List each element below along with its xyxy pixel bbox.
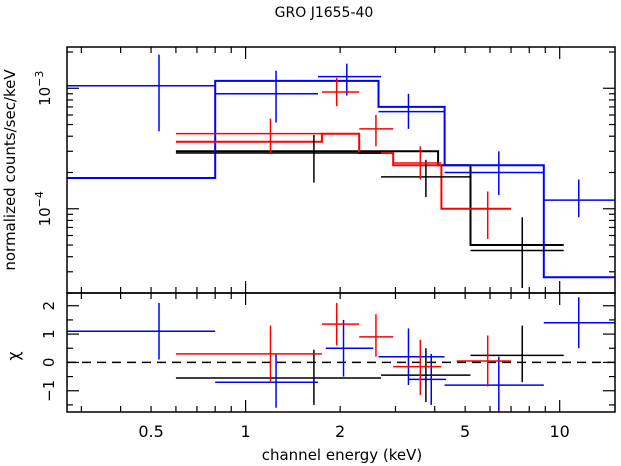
- spectrum-y-tick-label-0: 10−3: [33, 71, 54, 106]
- residual-plot-frame: [66, 292, 616, 413]
- x-tick-label-2: 2: [335, 422, 345, 441]
- spectrum-plot-frame: [66, 46, 616, 294]
- residual-y-tick-label-0: −1: [40, 380, 58, 402]
- residual-marks: [67, 297, 615, 412]
- spectrum-marks: [67, 54, 615, 289]
- residual-axes: 0.5 1 2 5 10 −1 0 1 2: [40, 293, 615, 441]
- residual-y-tick-label-3: 2: [40, 301, 58, 311]
- spectrum-y-axis-label: normalized counts/sec/keV: [1, 69, 19, 271]
- x-axis-label: channel energy (keV): [262, 446, 423, 464]
- spectrum-panel: 10−3 10−4 normalized counts/sec/keV: [1, 46, 616, 294]
- model-step-line-0: [67, 79, 615, 279]
- spectrum-axes: 10−3 10−4: [33, 47, 615, 294]
- residual-y-tick-label-2: 1: [40, 329, 58, 339]
- x-tick-label-3: 5: [460, 422, 470, 441]
- residual-panel: 0.5 1 2 5 10 −1 0 1 2 χ channel energy (keV): [4, 292, 616, 464]
- model-step-line-1: [175, 132, 511, 210]
- x-tick-label-4: 10: [550, 422, 570, 441]
- residual-y-axis-label: χ: [4, 351, 23, 360]
- x-tick-label-1: 1: [241, 422, 251, 441]
- spectrum-y-tick-label-1: 10−4: [33, 191, 54, 226]
- chart-title: GRO J1655-40: [275, 5, 374, 21]
- residual-y-tick-label-1: 0: [40, 358, 58, 368]
- x-tick-label-0: 0.5: [138, 422, 163, 441]
